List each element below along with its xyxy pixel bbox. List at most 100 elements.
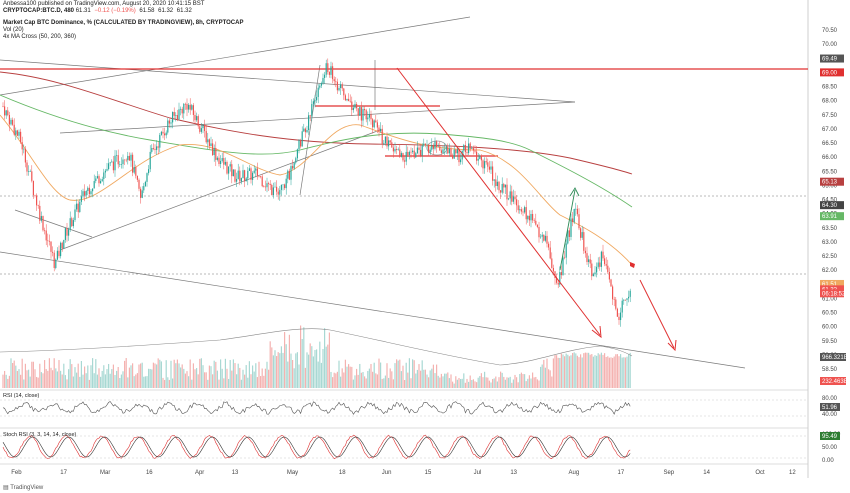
x-axis-ticks: Feb 17 Mar 16 Apr 13 May 18 Jun 15 Jul 13 Aug 17 Sep 14… [11,470,796,476]
volume-bar [325,346,327,388]
volume-bar [101,370,103,388]
candle-body [96,176,98,179]
candle-body [152,147,154,149]
x-tick-label: 13 [232,470,239,476]
price-label: 69.00 [822,70,838,76]
candle-body [228,166,230,174]
vol-label[interactable]: Vol (20) [3,27,24,33]
candle-body [23,148,25,150]
volume-bar [530,378,532,388]
volume-bar [448,378,450,388]
volume-bar [68,369,70,388]
rsi-label[interactable]: RSI (14, close) [3,393,40,399]
volume-bar [236,374,238,388]
volume-bar [160,361,162,388]
volume-bar [504,379,506,388]
volume-bar [32,361,34,388]
volume-bar [330,371,332,388]
volume-bar [476,382,478,388]
rsi-tick: 40.00 [822,412,838,418]
volume-bar [421,360,423,388]
volume-bar [327,344,329,388]
candle-body [292,166,294,169]
candle-body [244,170,246,182]
candle-body [117,155,119,165]
volume-bar [552,358,554,388]
volume-bar [239,367,241,388]
y-tick-label: 68.00 [822,99,838,105]
candle-body [399,149,401,157]
candle-body [237,170,239,179]
candle-body [29,171,31,172]
ma-label[interactable]: 4x MA Cross (50, 200, 360) [3,34,77,40]
volume-bar [536,379,538,388]
volume-bar [304,367,306,388]
volume-bar [224,358,226,388]
candle-body [4,106,6,116]
volume-bar [436,364,438,388]
candle-body [250,168,252,180]
volume-bar [540,366,542,388]
volume-bar [52,370,54,388]
volume-bar [624,357,626,388]
volume-bar [351,366,353,388]
candle-body [71,218,73,227]
volume-bar [148,368,150,388]
candle-body [303,128,305,132]
candle-body [408,151,410,155]
candle-body [255,168,257,171]
candle-body [536,224,538,227]
volume-bar [100,376,102,388]
price-label-box [820,177,844,186]
volume-bar [31,361,33,388]
candle-body [378,127,380,132]
candle-body [229,164,231,167]
candle-body [618,316,620,321]
x-tick-label: May [287,470,298,476]
volume-bar [194,369,196,388]
volume-bar [165,360,167,388]
volume-bar [108,363,110,388]
candle-body [13,124,15,135]
volume-bar [64,375,66,388]
ohlc-close: 61.31 [75,8,91,14]
candle-body [221,158,223,161]
candle-body [164,133,166,136]
candle-body [156,146,158,150]
candle-body [24,148,26,163]
candle-body [479,155,481,159]
candle-body [103,172,105,180]
volume-bar [450,374,452,388]
stoch-label[interactable]: Stoch RSI (3, 3, 14, 14, close) [3,432,77,438]
volume-bar [400,371,402,388]
volume-bar [298,364,300,388]
volume-bar [5,374,7,388]
price-label-box [820,212,844,221]
candle-body [172,111,174,123]
volume-bar [487,377,489,388]
volume-bar [135,374,137,388]
volume-bar [34,369,36,388]
volume-bar [621,357,623,388]
volume-bars [2,325,631,388]
candle-body [464,145,466,153]
volume-bar [477,377,479,388]
candle-body [56,250,58,260]
volume-bar [480,373,482,388]
candle-body [450,148,452,157]
volume-bar [242,369,244,388]
volume-bar [444,373,446,388]
volume-bar [488,380,490,388]
candle-body [173,111,175,116]
candle-body [412,150,414,152]
volume-bar [583,353,585,388]
volume-bar [348,364,350,388]
candle-body [629,290,631,297]
candle-body [352,107,354,111]
candle-body [87,187,89,191]
volume-bar [157,358,159,388]
candle-body [95,178,97,182]
candle-body [410,151,412,153]
candle-body [279,189,281,195]
candle-body [207,139,209,143]
